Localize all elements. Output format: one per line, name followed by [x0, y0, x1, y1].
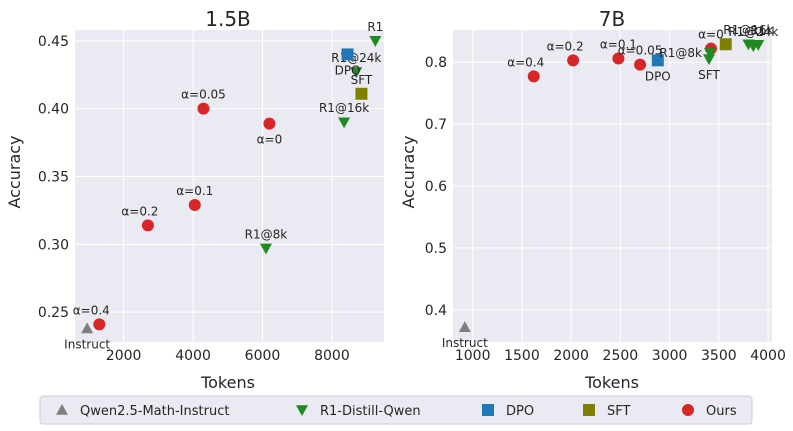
- tick-labels: 2000 4000 6000 8000 0.25 0.30 0.35 0.40 0.45: [38, 34, 350, 364]
- y-tick-label: 0.35: [38, 170, 69, 186]
- y-tick-label: 0.8: [425, 55, 447, 71]
- y-tick-label: 0.45: [38, 34, 69, 50]
- x-tick-label: 1000: [455, 348, 491, 364]
- data-point-ours: [634, 58, 647, 71]
- point-label: R1@8k: [659, 46, 702, 60]
- point-label: α=0.2: [121, 204, 158, 218]
- legend-frame: [39, 395, 753, 425]
- chart-title: 7B: [599, 7, 625, 31]
- point-label: α=0: [698, 28, 724, 42]
- x-axis-label: Tokens: [200, 373, 255, 392]
- legend-marker: [56, 404, 68, 415]
- x-tick-label: 6000: [245, 348, 281, 364]
- x-tick-label: 4000: [175, 348, 211, 364]
- point-label: Instruct: [442, 336, 488, 350]
- x-tick-label: 2000: [106, 348, 142, 364]
- x-tick-label: 1500: [504, 348, 540, 364]
- data-points: Instruct α=0.4 α=0.2 α=0.1 α=0.05 α=0 R1@8k R1@…: [64, 20, 383, 352]
- plot-area: [75, 30, 384, 342]
- data-point-ours: [567, 54, 580, 67]
- tick-labels: 1000 1500 2000 2500 3000 3500 4000 0.4 0.5 0.6 0.7…: [425, 55, 786, 364]
- data-point-ours: [93, 318, 106, 331]
- chart-title: 1.5B: [205, 7, 251, 31]
- point-label: Instruct: [64, 337, 110, 351]
- data-point-qwen2-5-math-instruct: [81, 322, 94, 334]
- point-label: R1@16k: [319, 101, 369, 115]
- x-axis-label: Tokens: [584, 373, 639, 392]
- point-label: R1@16k: [723, 23, 773, 37]
- point-label: R1: [750, 24, 766, 38]
- gridlines: [453, 30, 772, 342]
- point-label: α=0.2: [547, 39, 584, 53]
- x-tick-label: 3000: [652, 348, 688, 364]
- point-label: α=0.05: [181, 88, 226, 102]
- data-point-sft: [355, 87, 368, 100]
- data-point-ours: [527, 70, 540, 83]
- legend-label: Qwen2.5-Math-Instruct: [80, 404, 229, 419]
- y-tick-label: 0.5: [425, 241, 447, 257]
- legend-label: SFT: [607, 404, 631, 419]
- x-tick-label: 8000: [314, 348, 350, 364]
- data-point-r1-distill-qwen: [703, 48, 716, 59]
- data-point-ours: [197, 102, 210, 115]
- point-label: DPO: [335, 63, 361, 77]
- panel-7b: 7B 1000 1500 2000 2500 3000 3500 4000 0.4 0.5 0.6…: [399, 7, 786, 392]
- legend-marker: [482, 404, 494, 416]
- data-point-r1-distill-qwen: [369, 36, 382, 47]
- data-point-r1-distill-qwen: [702, 54, 715, 66]
- gridlines: [75, 30, 384, 342]
- legend-marker: [583, 404, 595, 416]
- data-point-r1-distill-qwen: [259, 243, 272, 255]
- legend-label: R1-Distill-Qwen: [320, 404, 421, 419]
- x-tick-label: 2000: [553, 348, 589, 364]
- legend-label: Ours: [706, 404, 737, 419]
- point-label: R1: [367, 20, 383, 34]
- data-point-sft: [719, 38, 732, 51]
- x-tick-label: 2500: [603, 348, 639, 364]
- data-points: Instruct α=0.4α=0.2 α=0.1α=0.05 α=0 DPO SFT R1…: [442, 23, 779, 350]
- data-point-ours: [263, 117, 276, 130]
- y-axis-label: Accuracy: [5, 135, 24, 208]
- point-label: α=0.4: [507, 55, 544, 69]
- point-label: R1@8k: [245, 227, 288, 241]
- legend-marker: [682, 404, 694, 416]
- data-point-dpo: [341, 48, 354, 61]
- point-label: DPO: [645, 69, 671, 83]
- point-label: α=0: [257, 133, 283, 147]
- y-tick-label: 0.40: [38, 102, 69, 118]
- legend-label: DPO: [506, 404, 534, 419]
- y-tick-label: 0.30: [38, 237, 69, 253]
- x-tick-label: 4000: [750, 348, 786, 364]
- point-label: α=0.05: [618, 44, 663, 58]
- legend: Qwen2.5-Math-Instruct R1-Distill-Qwen DPO S…: [39, 395, 753, 425]
- point-label: α=0.1: [600, 37, 637, 51]
- data-point-r1-distill-qwen: [338, 117, 351, 129]
- point-label: α=0.1: [176, 184, 213, 198]
- data-point-qwen2-5-math-instruct: [458, 321, 471, 332]
- y-axis-label: Accuracy: [399, 135, 418, 208]
- point-label: R1@24k: [728, 25, 778, 39]
- y-tick-label: 0.7: [425, 117, 447, 133]
- panel-1-5b: 1.5B 2000 4000 6000 8000 0.25 0.30 0.35 0.40 0.4…: [5, 7, 384, 392]
- data-point-ours: [188, 198, 201, 211]
- point-label: α=0.4: [73, 303, 110, 317]
- data-point-ours: [141, 219, 154, 232]
- data-point-dpo: [651, 54, 664, 67]
- x-tick-label: 3500: [701, 348, 737, 364]
- data-point-r1-distill-qwen: [752, 40, 765, 51]
- data-point-r1-distill-qwen: [350, 67, 363, 79]
- point-label: SFT: [698, 68, 720, 82]
- y-tick-label: 0.4: [425, 303, 447, 319]
- legend-marker: [296, 405, 308, 416]
- point-label: SFT: [351, 73, 373, 87]
- y-tick-label: 0.25: [38, 305, 69, 321]
- data-point-ours: [612, 52, 625, 65]
- y-tick-label: 0.6: [425, 179, 447, 195]
